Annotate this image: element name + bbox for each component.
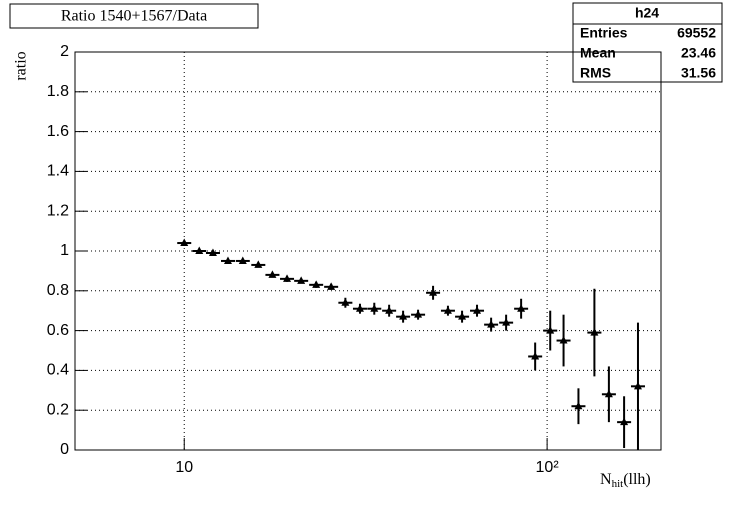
- marker: [429, 288, 438, 296]
- stats-value: 23.46: [681, 45, 716, 61]
- marker: [223, 256, 232, 264]
- x-label-suffix: (llh): [623, 471, 651, 488]
- y-axis-label: ratio: [13, 51, 30, 80]
- x-tick-label: 10²: [536, 459, 560, 476]
- stats-frame: [572, 2, 723, 83]
- y-tick-label: 0.4: [47, 362, 69, 379]
- marker: [590, 328, 599, 336]
- y-tick-label: 0.8: [47, 282, 69, 299]
- marker: [268, 270, 277, 278]
- marker: [208, 248, 217, 256]
- x-label-sub: hit: [612, 478, 624, 490]
- y-tick-label: 1.8: [47, 83, 69, 100]
- marker: [370, 304, 379, 312]
- marker: [180, 238, 189, 247]
- marker: [574, 401, 583, 410]
- y-tick-label: 0.6: [47, 322, 69, 339]
- x-axis-label: Nhit(llh): [600, 471, 651, 490]
- y-tick-label: 2: [60, 43, 69, 60]
- y-tick-label: 0: [60, 441, 69, 458]
- x-tick-label: 10: [175, 459, 193, 476]
- marker: [297, 276, 306, 284]
- marker: [473, 306, 482, 314]
- marker: [327, 282, 336, 290]
- marker: [355, 304, 364, 312]
- marker: [283, 274, 292, 282]
- stats-key: Mean: [580, 45, 616, 61]
- stats-key: RMS: [580, 65, 611, 81]
- marker: [620, 417, 629, 426]
- y-tick-label: 0.2: [47, 401, 69, 418]
- marker: [385, 306, 394, 314]
- marker: [458, 312, 467, 320]
- marker: [559, 336, 568, 344]
- y-tick-label: 1.4: [47, 163, 69, 180]
- marker: [633, 381, 642, 390]
- marker: [341, 298, 350, 306]
- marker: [254, 260, 263, 268]
- stats-value: 69552: [677, 25, 716, 41]
- marker: [195, 246, 204, 254]
- marker: [414, 310, 423, 318]
- marker: [517, 304, 526, 312]
- x-label-main: N: [600, 471, 612, 488]
- marker: [502, 318, 511, 326]
- stats-key: Entries: [580, 25, 628, 41]
- y-tick-label: 1: [60, 242, 69, 259]
- marker: [238, 256, 247, 264]
- marker: [399, 312, 408, 320]
- y-tick-label: 1.6: [47, 123, 69, 140]
- stats-box: h24 Entries 69552 Mean 23.46 RMS 31.56: [572, 2, 723, 83]
- marker: [604, 389, 613, 398]
- marker: [531, 351, 540, 360]
- chart-title: Ratio 1540+1567/Data: [61, 8, 207, 25]
- y-tick-label: 1.2: [47, 202, 69, 219]
- title-box: [9, 3, 259, 29]
- marker: [443, 306, 452, 314]
- stats-name: h24: [635, 5, 659, 21]
- marker: [487, 320, 496, 328]
- marker: [312, 280, 321, 288]
- stats-value: 31.56: [681, 65, 716, 81]
- marker: [546, 326, 555, 334]
